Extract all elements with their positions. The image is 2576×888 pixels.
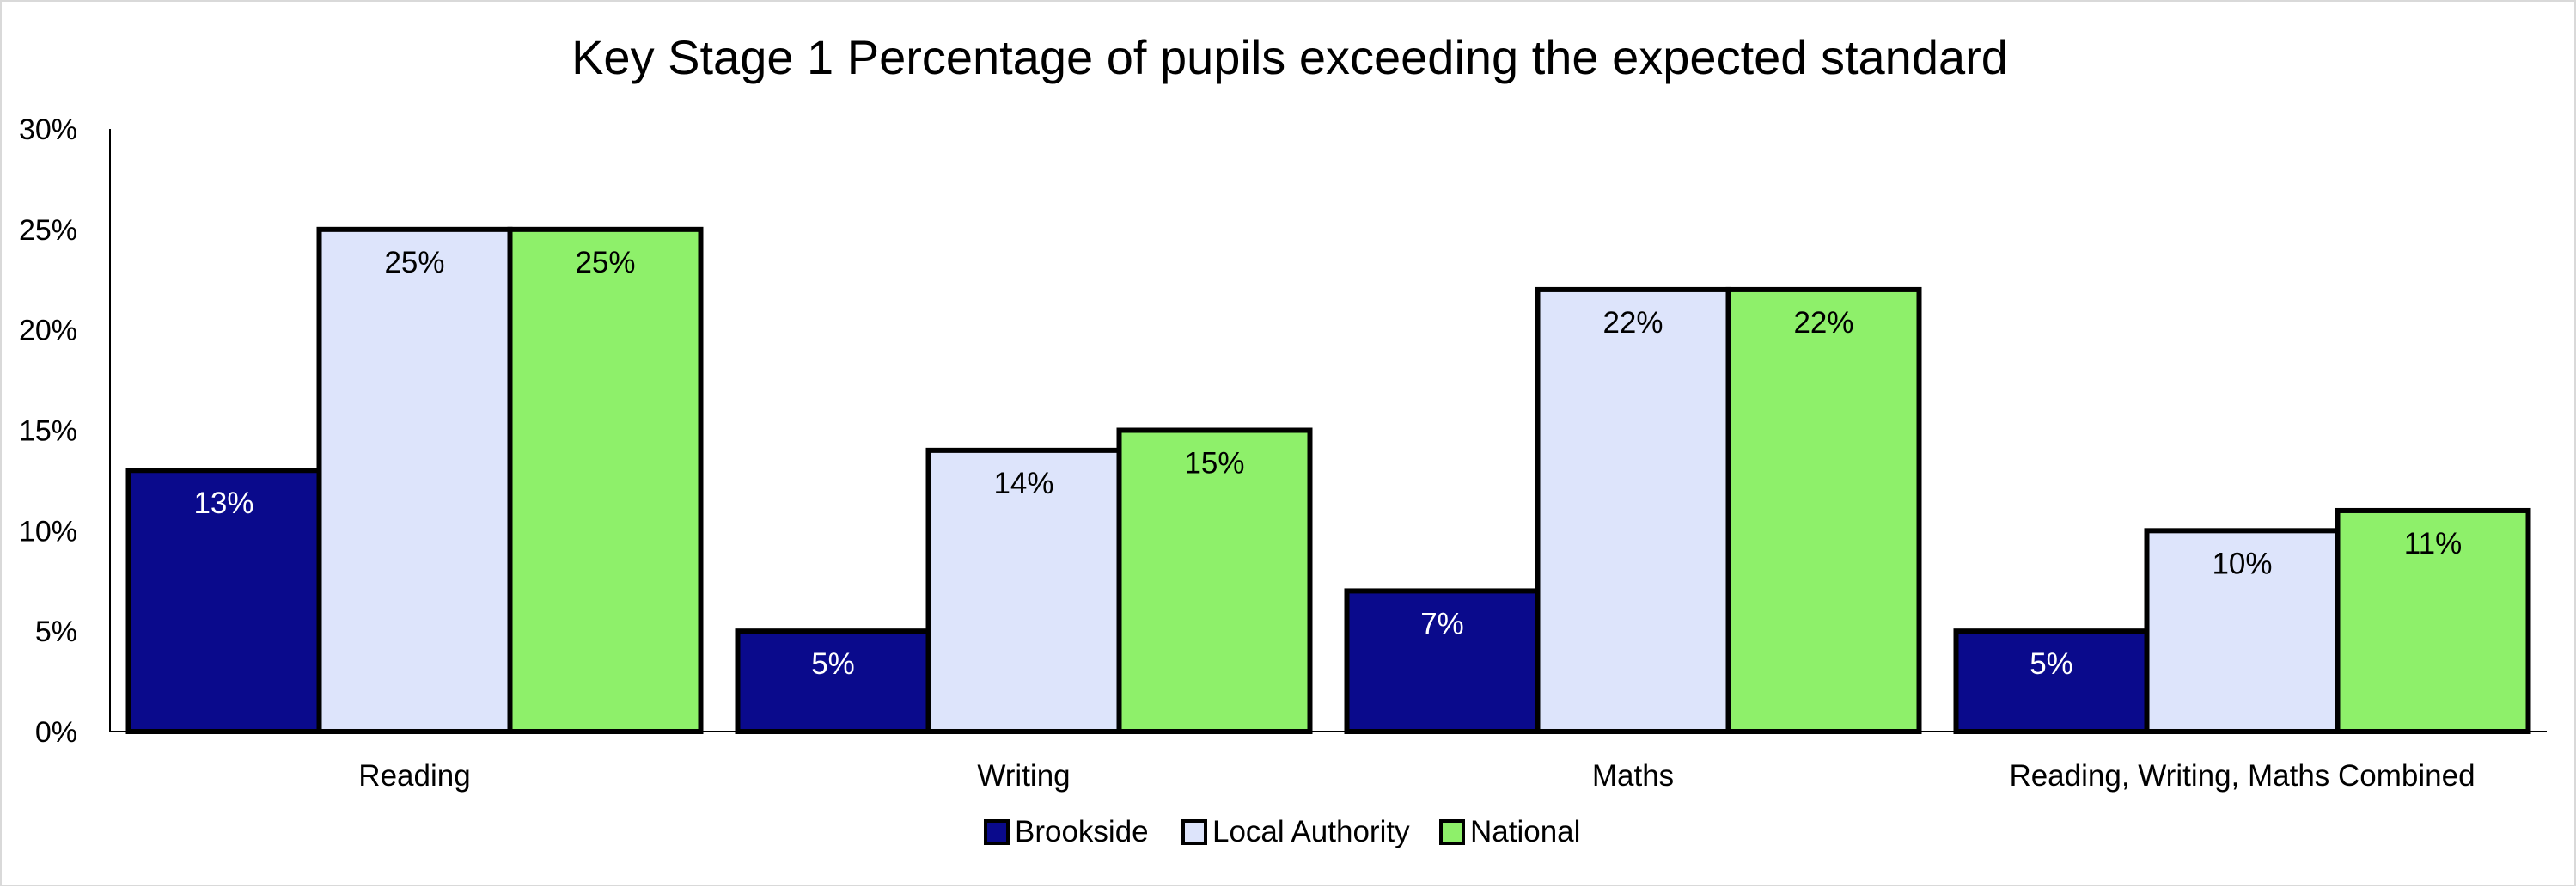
chart-title: Key Stage 1 Percentage of pupils exceedi… xyxy=(571,30,2008,84)
x-category-label: Reading xyxy=(358,759,470,793)
bar xyxy=(316,226,513,735)
data-label: 25% xyxy=(575,246,635,279)
data-label: 22% xyxy=(1793,306,1853,340)
bar xyxy=(1953,628,2150,735)
y-tick-label: 25% xyxy=(19,214,77,247)
y-tick-label: 30% xyxy=(19,113,77,146)
data-labels: 13% 25% 25% 5% 14% 15% 7% 22% 22% 5% 10% 11% xyxy=(193,246,2462,681)
data-label: 11% xyxy=(2404,527,2462,560)
y-tick-label: 20% xyxy=(19,315,77,347)
bar xyxy=(1725,286,1922,734)
bar xyxy=(2144,528,2341,734)
data-label: 7% xyxy=(1420,607,1464,640)
y-tick-label: 5% xyxy=(35,615,77,648)
data-label: 5% xyxy=(2030,647,2073,681)
bar xyxy=(925,447,1122,734)
data-label: 15% xyxy=(1184,447,1244,481)
data-label: 5% xyxy=(811,647,855,681)
y-tick-label: 10% xyxy=(19,515,77,548)
legend-label: Brookside xyxy=(1015,815,1149,848)
bar xyxy=(1344,588,1541,735)
x-category-label: Reading, Writing, Maths Combined xyxy=(2009,759,2475,793)
x-category-label: Maths xyxy=(1592,759,1674,793)
data-label: 13% xyxy=(193,487,253,520)
bar xyxy=(507,226,704,735)
legend-swatch xyxy=(1439,819,1465,845)
bar xyxy=(125,468,322,734)
y-tick-label: 15% xyxy=(19,415,77,448)
data-label: 22% xyxy=(1602,306,1663,340)
axes: 0% 5% 10% 15% 20% 25% 30% Reading Writing Maths Re… xyxy=(19,113,2547,793)
bar xyxy=(1535,286,1731,734)
data-label: 10% xyxy=(2212,547,2272,580)
legend-swatch xyxy=(984,819,1010,845)
x-category-label: Writing xyxy=(977,759,1070,793)
bars xyxy=(125,226,2531,735)
bar xyxy=(1116,427,1313,734)
bar xyxy=(2335,507,2531,734)
data-label: 25% xyxy=(384,246,444,279)
legend-swatch xyxy=(1181,819,1207,845)
legend-label: Local Authority xyxy=(1212,815,1410,848)
bar xyxy=(735,628,931,735)
legend: Brookside Local Authority National xyxy=(984,815,1580,848)
y-tick-label: 0% xyxy=(35,716,77,749)
legend-label: National xyxy=(1470,815,1580,848)
data-label: 14% xyxy=(993,467,1053,500)
